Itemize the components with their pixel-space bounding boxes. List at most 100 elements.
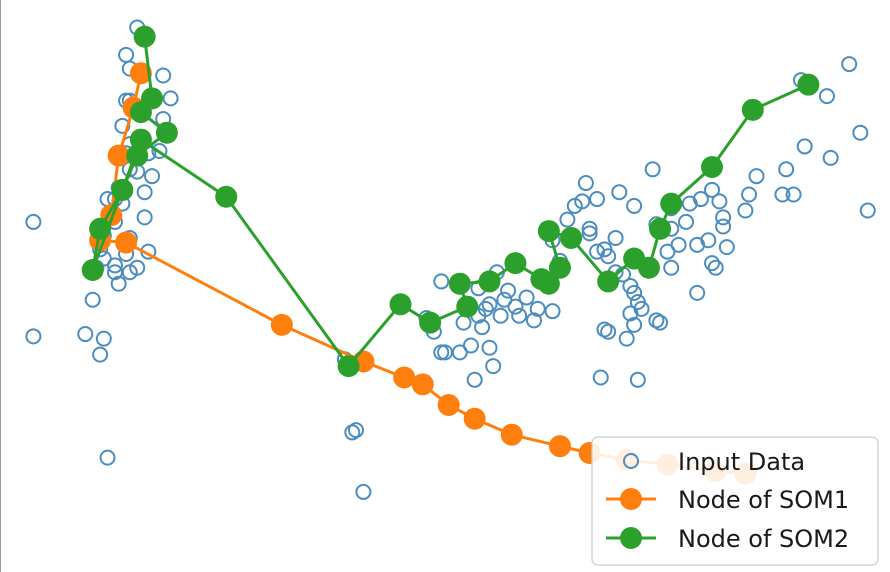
- input-data-point: [77, 326, 94, 343]
- input-data-point: [95, 330, 112, 347]
- input-data-point: [633, 300, 650, 317]
- input-data-point: [481, 339, 498, 356]
- input-data-point: [592, 369, 609, 386]
- som2-series: [81, 25, 820, 378]
- som2-node: [129, 128, 152, 151]
- legend-som1-label: Node of SOM1: [678, 486, 849, 514]
- input-data-point: [670, 236, 687, 253]
- input-data-point: [529, 300, 546, 317]
- input-data-point: [92, 346, 109, 363]
- legend: Input Data Node of SOM1 Node of SOM2: [591, 436, 879, 566]
- som1-node: [107, 144, 130, 167]
- som2-node: [419, 311, 442, 334]
- input-data-point: [689, 284, 706, 301]
- input-data-point: [462, 337, 479, 354]
- input-data-point: [581, 220, 598, 237]
- input-data-point: [778, 161, 795, 178]
- som1-node: [270, 313, 293, 336]
- som2-line: [91, 36, 810, 368]
- input-data-point: [626, 197, 643, 214]
- input-data-point: [600, 248, 617, 265]
- input-data-point: [589, 191, 606, 208]
- som1-node: [411, 373, 434, 396]
- input-data-point: [496, 291, 513, 308]
- som2-node: [660, 192, 683, 215]
- som2-node: [504, 252, 527, 275]
- som2-node: [111, 178, 134, 201]
- input-data-point: [511, 307, 528, 324]
- input-data-point: [25, 213, 42, 230]
- som1-node: [393, 366, 416, 389]
- som2-node: [215, 185, 238, 208]
- som2-node: [537, 272, 560, 295]
- input-data-point: [500, 282, 517, 299]
- input-data-point: [626, 284, 643, 301]
- som2-node: [637, 256, 660, 279]
- input-data-point: [144, 168, 161, 185]
- input-data-point: [507, 298, 524, 315]
- input-data-point: [110, 275, 127, 292]
- input-data-point: [518, 289, 535, 306]
- legend-som1-marker: [620, 488, 642, 510]
- input-data-point: [481, 296, 498, 313]
- input-data-point: [626, 316, 643, 333]
- input-data-point: [455, 314, 472, 331]
- input-data-point: [355, 483, 372, 500]
- som2-node: [597, 270, 620, 293]
- input-data-point: [136, 209, 153, 226]
- input-data-point: [711, 193, 728, 210]
- som2-node: [560, 226, 583, 249]
- som1-node: [500, 423, 523, 446]
- input-data-point: [774, 186, 791, 203]
- input-data-point: [84, 291, 101, 308]
- som2-node: [133, 25, 156, 48]
- input-data-point: [118, 46, 135, 63]
- som2-node: [701, 156, 723, 179]
- input-data-point: [652, 314, 669, 331]
- input-data-point: [348, 422, 364, 439]
- som2-node: [537, 220, 560, 243]
- som2-node: [129, 101, 152, 124]
- input-data-point: [707, 259, 724, 276]
- som2-node: [478, 270, 501, 293]
- input-data-point: [581, 225, 598, 242]
- som1-node: [548, 435, 571, 458]
- input-data-point: [574, 193, 591, 210]
- input-data-point: [618, 330, 635, 347]
- input-data-point: [492, 307, 509, 324]
- input-data-point: [715, 218, 732, 235]
- input-data-point: [663, 259, 680, 276]
- input-data-point: [818, 88, 835, 105]
- input-data-point: [344, 424, 361, 441]
- input-data-point: [433, 273, 450, 290]
- input-data-point: [704, 255, 720, 272]
- input-data-point: [678, 213, 695, 230]
- som1-node: [437, 393, 460, 416]
- input-data-point: [859, 202, 876, 219]
- input-data-point: [577, 175, 594, 192]
- input-data-point: [748, 168, 765, 185]
- input-data-point: [544, 303, 561, 320]
- legend-frame: [591, 436, 879, 566]
- som2-node: [649, 217, 672, 240]
- input-data-point: [162, 90, 179, 107]
- input-data-point: [644, 161, 661, 178]
- som2-node: [456, 295, 479, 318]
- som2-node: [548, 256, 571, 279]
- input-data-point: [715, 209, 732, 226]
- input-data-point: [741, 186, 758, 203]
- som1-node: [463, 407, 486, 430]
- input-data-point: [451, 344, 468, 361]
- som2-node: [448, 272, 471, 295]
- input-data-point: [648, 312, 665, 329]
- input-data-point: [689, 236, 706, 253]
- input-data-point: [25, 328, 42, 345]
- input-data-point: [485, 358, 502, 375]
- som2-node: [797, 73, 820, 96]
- input-data-point: [526, 312, 542, 329]
- input-data-point: [136, 184, 153, 201]
- input-data-point: [796, 138, 813, 155]
- input-data-point: [155, 67, 172, 84]
- input-data-point: [466, 371, 483, 388]
- input-data-point: [596, 321, 613, 338]
